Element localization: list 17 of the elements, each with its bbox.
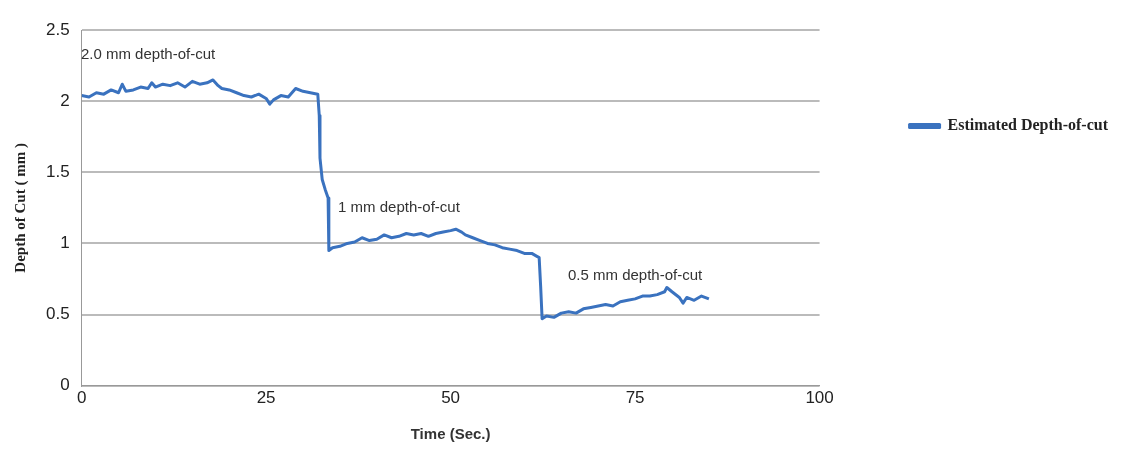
annotation: 0.5 mm depth-of-cut — [567, 265, 704, 283]
y-axis-title: Depth of Cut ( mm ) — [11, 143, 29, 273]
annotation: 1 mm depth-of-cut — [338, 198, 461, 216]
y-tick-label: 0 — [60, 375, 70, 395]
x-tick-label: 100 — [805, 388, 834, 408]
y-tick-label: 2.5 — [45, 19, 70, 39]
x-tick-label: 75 — [625, 388, 645, 408]
y-tick-label: 2 — [60, 90, 70, 110]
x-tick-label: 50 — [441, 388, 461, 408]
x-tick-label: 0 — [76, 388, 87, 408]
x-axis-title: Time (Sec.) — [410, 425, 491, 443]
annotation: 2.0 mm depth-of-cut — [80, 45, 216, 63]
y-tick-label: 1 — [60, 233, 70, 253]
legend-label: Estimated Depth-of-cut — [947, 116, 1109, 135]
x-tick-label: 25 — [256, 388, 276, 408]
y-tick-label: 0.5 — [45, 304, 70, 324]
y-tick-label: 1.5 — [45, 162, 70, 182]
